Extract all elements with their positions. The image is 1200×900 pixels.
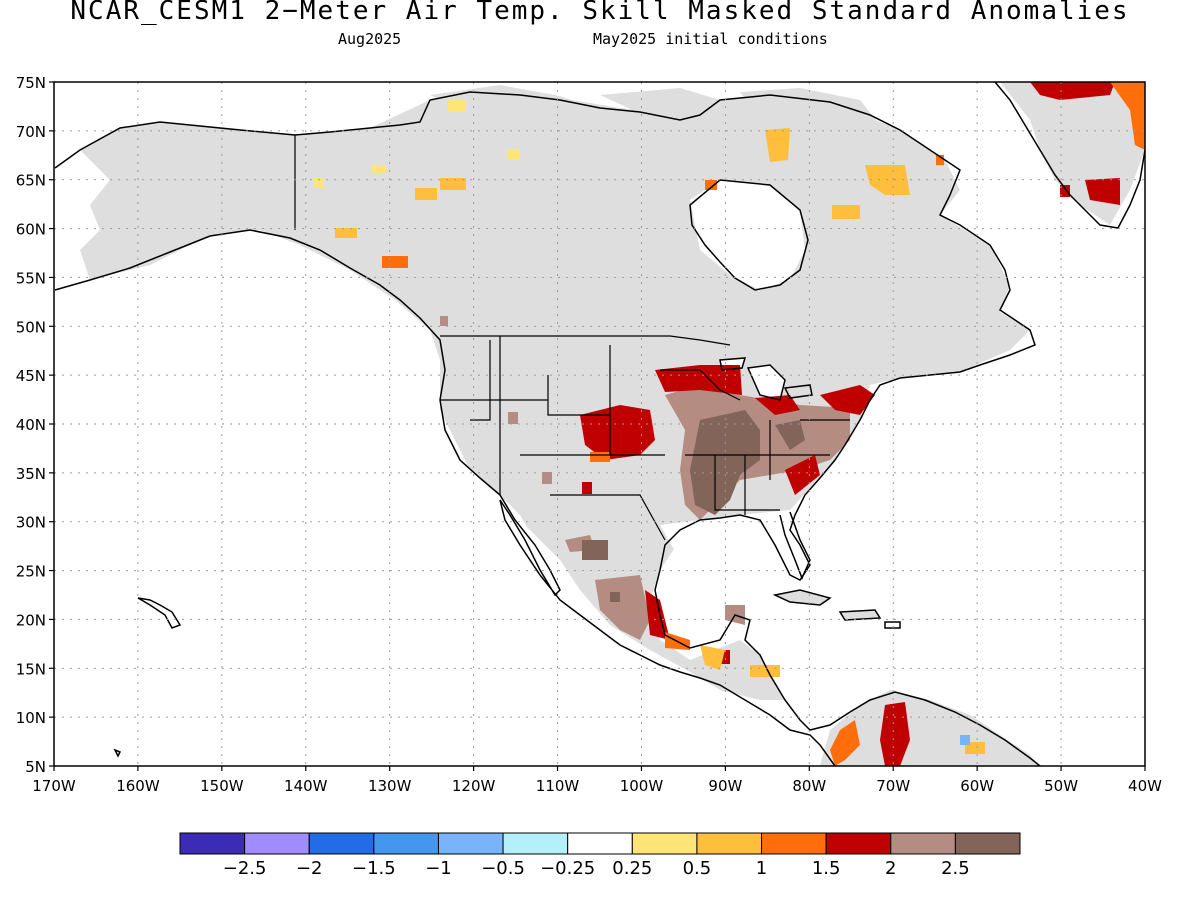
anomaly-0p5-layer [314, 100, 520, 188]
legend-swatch [890, 832, 956, 855]
color-legend [179, 832, 1021, 855]
lon-label: 110W [536, 777, 580, 795]
lon-label: 50W [1044, 777, 1078, 795]
lat-label: 55N [16, 269, 46, 287]
legend-swatch [244, 832, 310, 855]
legend-swatch [179, 832, 246, 855]
legend-label: −2.5 [223, 858, 267, 879]
lat-label: 20N [16, 611, 46, 629]
longitude-labels: 170W 160W 150W 140W 130W 120W 110W 100W 90W 80W 70… [32, 777, 1162, 795]
lat-label: 15N [16, 660, 46, 678]
lat-label: 25N [16, 563, 46, 581]
legend-swatch [567, 832, 633, 855]
lon-label: 170W [32, 777, 76, 795]
lon-label: 130W [368, 777, 412, 795]
anomaly-gt2p5-layer [582, 410, 805, 602]
legend-swatch [373, 832, 439, 855]
gridlines [54, 82, 1145, 766]
anomaly-2-layer [580, 82, 1120, 766]
forecast-month: Aug2025 [338, 30, 402, 48]
coastlines [54, 82, 1145, 766]
legend-label: −1.5 [352, 858, 396, 879]
legend-label: 1.5 [812, 858, 841, 879]
legend-label: −1 [425, 858, 452, 879]
lat-label: 50N [16, 318, 46, 336]
latitude-labels: 75N 70N 65N 60N 55N 50N 45N 40N 35N 30N 25N 20N 15N 1… [16, 74, 46, 776]
legend-swatch [631, 832, 698, 855]
legend-label: 0.25 [612, 858, 652, 879]
anomaly-neg0p5-layer [960, 735, 970, 745]
legend-label: −0.25 [540, 858, 595, 879]
lat-label: 40N [16, 416, 46, 434]
lon-label: 100W [620, 777, 664, 795]
lon-label: 60W [960, 777, 994, 795]
lat-label: 65N [16, 172, 46, 190]
lon-label: 70W [876, 777, 910, 795]
map-title: NCAR_CESM1 2−Meter Air Temp. Skill Maske… [70, 0, 1130, 26]
legend-label: 1 [756, 858, 767, 879]
legend-swatch [308, 832, 375, 855]
legend-swatch [825, 832, 892, 855]
anomaly-1p5-layer [382, 82, 1145, 766]
legend-swatch [761, 832, 827, 855]
legend-swatch [696, 832, 763, 855]
lon-label: 150W [200, 777, 244, 795]
lat-label: 75N [16, 74, 46, 92]
lat-label: 35N [16, 465, 46, 483]
lat-label: 10N [16, 709, 46, 727]
legend-swatch [502, 832, 569, 855]
legend-label: −0.5 [481, 858, 525, 879]
lat-label: 30N [16, 514, 46, 532]
axis-ticks [49, 81, 1146, 771]
lat-label: 60N [16, 221, 46, 239]
lon-label: 160W [116, 777, 160, 795]
political-borders [294, 135, 850, 541]
lon-label: 140W [284, 777, 328, 795]
legend-label: 2.5 [941, 858, 970, 879]
lon-label: 80W [792, 777, 826, 795]
legend-swatch [437, 832, 504, 855]
initial-conditions: May2025 initial conditions [593, 30, 828, 48]
legend-label: 2 [885, 858, 896, 879]
lat-label: 45N [16, 367, 46, 385]
legend-swatch [954, 832, 1021, 855]
color-legend-labels: −2.5 −2 −1.5 −1 −0.5 −0.25 0.25 0.5 1 1.5 2 2.5 [223, 858, 970, 879]
lon-label: 40W [1128, 777, 1162, 795]
legend-label: −2 [296, 858, 323, 879]
lat-label: 5N [25, 758, 46, 776]
lon-label: 120W [452, 777, 496, 795]
lat-label: 70N [16, 123, 46, 141]
legend-label: 0.5 [683, 858, 712, 879]
lon-label: 90W [708, 777, 742, 795]
